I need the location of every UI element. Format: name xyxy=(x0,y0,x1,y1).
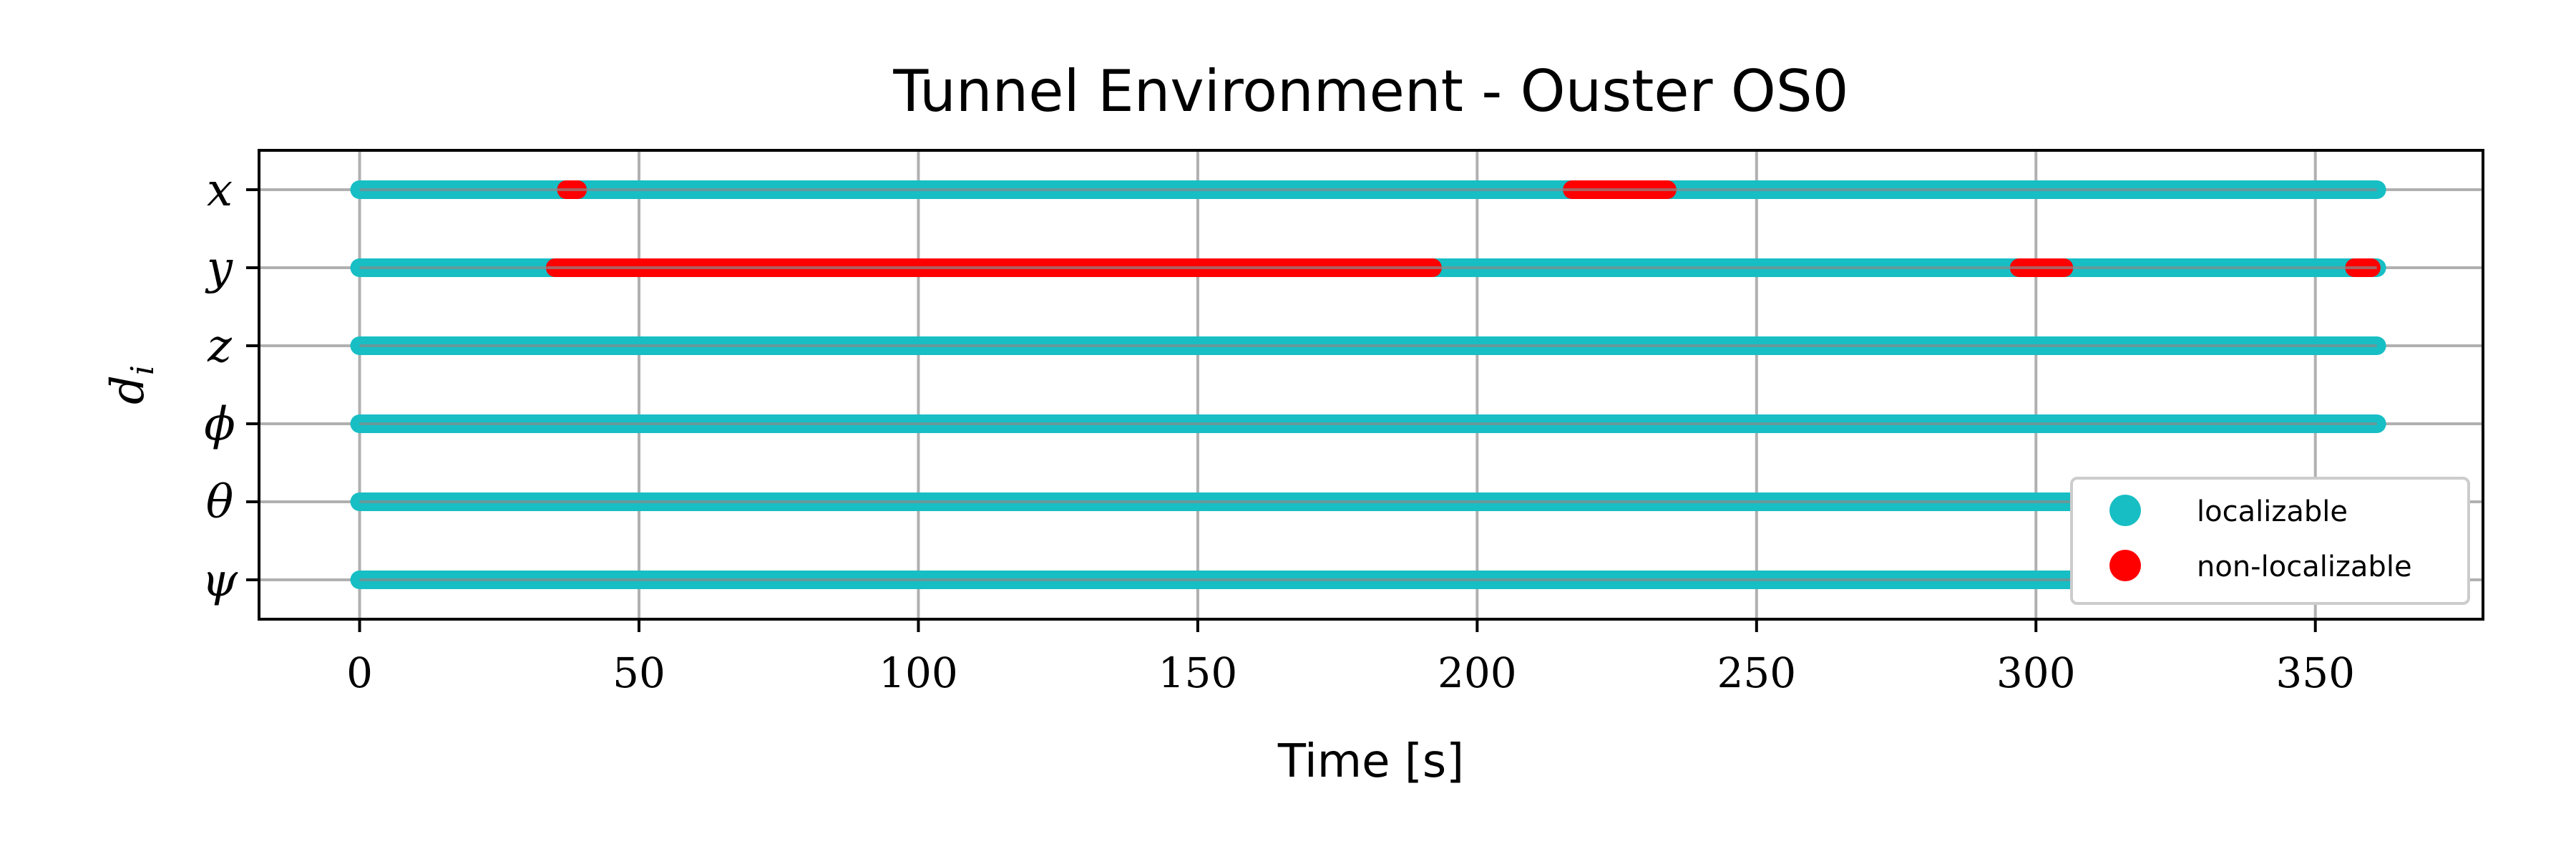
y-tick-label: ϕ xyxy=(204,398,235,451)
axes-frame xyxy=(258,149,2484,621)
legend-marker-non-localizable xyxy=(2109,550,2141,581)
x-axis-label: Time [s] xyxy=(1277,735,1464,788)
y-tick-label: θ xyxy=(206,476,234,529)
x-tick-label: 200 xyxy=(1438,649,1517,697)
x-tick-label: 250 xyxy=(1717,649,1796,697)
y-tick-label: y xyxy=(205,242,233,295)
legend: localizable non-localizable xyxy=(2070,477,2470,605)
x-tick-label: 350 xyxy=(2275,649,2355,697)
x-tick-label: 50 xyxy=(613,649,665,697)
x-tick-label: 300 xyxy=(1996,649,2076,697)
legend-marker-localizable xyxy=(2109,495,2141,526)
x-tick-label: 150 xyxy=(1158,649,1238,697)
legend-label-non-localizable: non-localizable xyxy=(2197,550,2412,583)
chart-title: Tunnel Environment - Ouster OS0 xyxy=(892,58,1848,125)
legend-box xyxy=(2070,477,2470,605)
y-tick-label: z xyxy=(207,320,233,373)
y-tick-label: ψ xyxy=(202,554,238,607)
x-tick-label: 100 xyxy=(879,649,958,697)
y-tick-label: x xyxy=(207,164,233,217)
y-axis-label: di xyxy=(102,365,161,404)
plot-rows xyxy=(350,180,2386,589)
x-tick-label: 0 xyxy=(346,649,373,697)
legend-label-localizable: localizable xyxy=(2197,495,2348,528)
